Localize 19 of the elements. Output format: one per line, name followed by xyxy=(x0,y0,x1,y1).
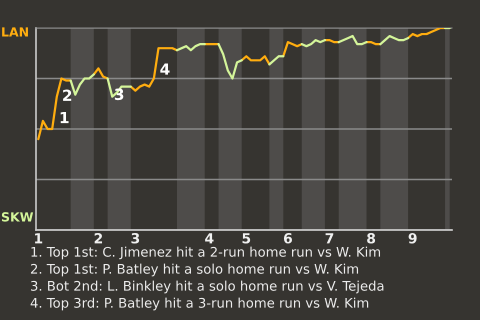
x-tick-label: 2 xyxy=(94,233,102,244)
x-tick-label: 9 xyxy=(408,233,417,244)
annotation: 3 xyxy=(114,88,124,100)
text: 2. Top 1st: P. Batley hit a solo home run vs W. Kim xyxy=(30,264,358,276)
x-tick-label: 1 xyxy=(35,233,42,244)
x-tick-label: 5 xyxy=(242,233,250,244)
x-tick-label: 4 xyxy=(205,233,214,244)
text: SKW xyxy=(2,212,34,222)
x-tick-label: 7 xyxy=(326,233,334,244)
x-tick-label: 3 xyxy=(131,233,140,244)
x-tick-label: 6 xyxy=(284,233,292,244)
x-tick-label: 8 xyxy=(367,233,376,244)
text: LAN xyxy=(2,27,28,36)
annotation: 2 xyxy=(63,90,72,101)
text: 1. Top 1st: C. Jimenez hit a 2-run home run vs W. Kim xyxy=(31,246,380,260)
text: 3. Bot 2nd: L. Binkley hit a solo home run vs V. Tejeda xyxy=(31,280,384,294)
annotation: 1 xyxy=(60,112,69,124)
text: 4. Top 3rd: P. Batley hit a 3-run home run vs W. Kim xyxy=(30,298,368,310)
annotation: 4 xyxy=(160,63,170,75)
